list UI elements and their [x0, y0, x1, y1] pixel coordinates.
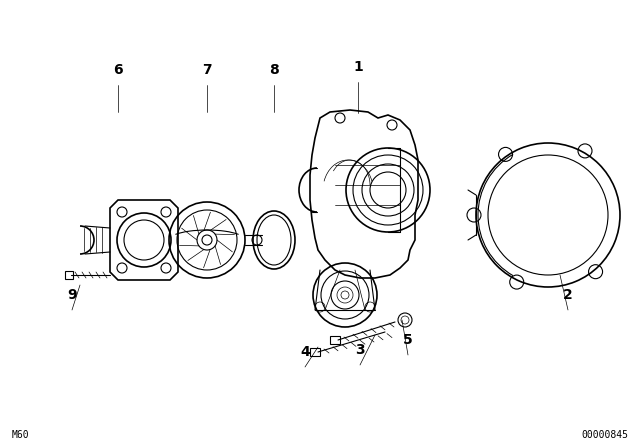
- Text: 1: 1: [353, 60, 363, 74]
- Text: 3: 3: [355, 343, 365, 357]
- Text: 00000845: 00000845: [581, 430, 628, 440]
- Text: 9: 9: [67, 288, 77, 302]
- Text: 5: 5: [403, 333, 413, 347]
- Text: M60: M60: [12, 430, 29, 440]
- Text: 2: 2: [563, 288, 573, 302]
- Text: 6: 6: [113, 63, 123, 77]
- Text: 8: 8: [269, 63, 279, 77]
- Text: 4: 4: [300, 345, 310, 359]
- Text: 7: 7: [202, 63, 212, 77]
